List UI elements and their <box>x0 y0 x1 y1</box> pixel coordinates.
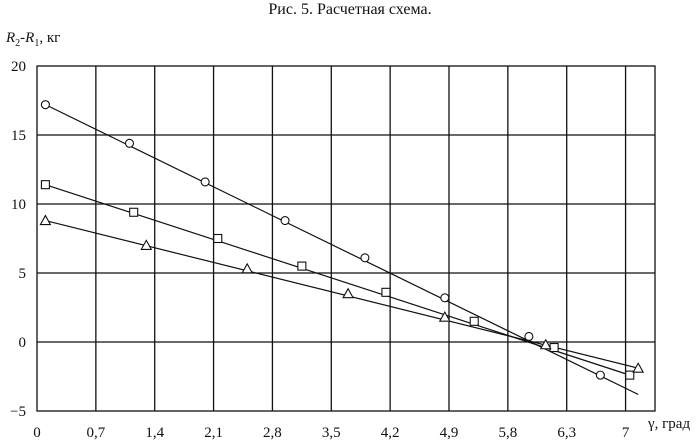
grid <box>37 66 655 411</box>
data-point-circle <box>595 370 605 380</box>
y-axis-label: R2-R1, кг <box>5 30 60 49</box>
tick-labels: 0 0,7 1,4 2,1 2,8 3,5 4,2 4,9 5,8 6,3 7 −5 0 5 10 15 20 <box>10 59 630 440</box>
y-tick-label: 15 <box>11 128 26 144</box>
data-point-square <box>129 207 139 217</box>
x-axis-label: γ, град <box>647 416 690 432</box>
data-point-square <box>381 287 391 297</box>
x-tick-label: 0,7 <box>86 425 105 440</box>
y-tick-label: 10 <box>11 197 26 213</box>
x-tick-label: 4,9 <box>440 425 459 440</box>
data-point-triangle <box>342 287 355 299</box>
data-point-circle <box>40 100 50 110</box>
data-point-triangle <box>241 262 254 274</box>
series-lines <box>45 104 639 395</box>
x-tick-label: 4,2 <box>381 425 400 440</box>
y-tick-label: 0 <box>19 335 27 351</box>
data-point-triangle <box>632 362 645 373</box>
x-tick-label: 1,4 <box>145 425 164 440</box>
x-tick-label: 7 <box>622 425 630 440</box>
series-line-circle <box>45 104 639 395</box>
x-tick-label: 3,5 <box>322 425 341 440</box>
data-point-circle <box>524 331 534 342</box>
x-tick-label: 5,8 <box>498 425 517 440</box>
x-tick-label: 2,8 <box>263 425 282 440</box>
y-tick-label: 20 <box>11 59 26 75</box>
data-point-square <box>213 233 223 244</box>
data-point-square <box>469 316 479 326</box>
plot-frame <box>36 65 656 412</box>
x-tick-label: 2,1 <box>204 425 223 440</box>
data-point-square <box>625 370 635 380</box>
data-point-triangle <box>140 239 153 250</box>
data-point-circle <box>200 177 210 187</box>
data-point-circle <box>124 138 135 148</box>
data-point-circle <box>280 216 290 226</box>
data-point-triangle <box>39 214 52 226</box>
data-point-triangle <box>438 311 451 322</box>
x-tick-label: 0 <box>33 425 41 440</box>
figure-caption: Рис. 5. Расчетная схема. <box>268 1 432 18</box>
x-tick-label: 6,3 <box>557 425 576 440</box>
data-point-square <box>549 342 559 353</box>
series-line-square <box>45 184 630 376</box>
data-point-circle <box>440 293 450 303</box>
series-markers <box>39 100 645 380</box>
data-point-triangle <box>539 338 552 350</box>
data-point-square <box>297 261 307 271</box>
y-tick-label: −5 <box>10 404 26 420</box>
y-tick-label: 5 <box>19 266 27 282</box>
data-point-circle <box>360 253 370 263</box>
data-point-square <box>40 180 50 190</box>
